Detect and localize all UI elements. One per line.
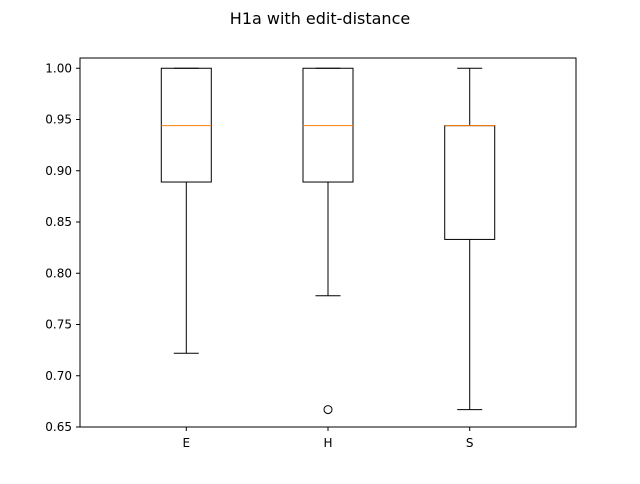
y-tick-label: 0.70 [45, 369, 72, 383]
box-S [444, 125, 496, 240]
y-tick-label: 0.80 [45, 266, 72, 280]
plot-area [160, 67, 496, 415]
outlier-point [323, 405, 333, 415]
y-tick-label: 1.00 [45, 61, 72, 75]
y-tick-label: 0.85 [45, 215, 72, 229]
axis-ticks: 0.65 0.70 0.75 0.80 0.85 0.90 0.95 1.00 E H S [45, 61, 473, 450]
chart-title: H1a with edit-distance [230, 9, 410, 28]
x-tick-label: E [182, 436, 190, 450]
x-tick-label: H [323, 436, 332, 450]
y-tick-label: 0.90 [45, 164, 72, 178]
y-tick-label: 0.75 [45, 318, 72, 332]
x-tick-label: S [466, 436, 474, 450]
box-E [160, 67, 212, 183]
y-tick-label: 0.95 [45, 113, 72, 127]
axes-frame [79, 57, 577, 428]
y-tick-label: 0.65 [45, 420, 72, 434]
box-H [302, 67, 354, 183]
